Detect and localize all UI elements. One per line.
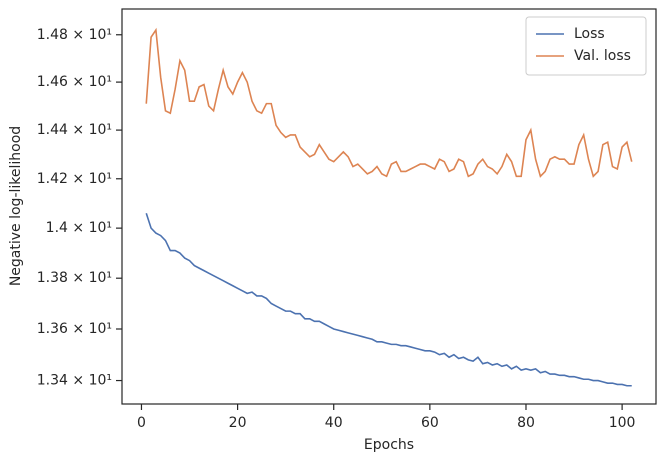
x-tick-label: 20	[229, 415, 247, 431]
y-axis-label: Negative log-likelihood	[8, 126, 24, 286]
legend-label: Loss	[574, 26, 605, 42]
y-tick-label: 1.36 × 10¹	[37, 321, 112, 337]
y-tick-label: 1.4 × 10¹	[46, 220, 112, 236]
y-tick-label: 1.46 × 10¹	[37, 74, 112, 90]
series-line	[145, 213, 632, 387]
legend-label: Val. loss	[574, 48, 631, 64]
plot-frame	[121, 8, 657, 405]
series-line	[145, 27, 633, 178]
y-tick-label: 1.44 × 10¹	[37, 122, 112, 138]
x-axis-label: Epochs	[364, 437, 414, 453]
legend-box	[525, 16, 647, 76]
y-tick-label: 1.42 × 10¹	[37, 171, 112, 187]
x-tick-label: 80	[517, 415, 535, 431]
y-tick-label: 1.38 × 10¹	[37, 270, 112, 286]
y-tick-label: 1.34 × 10¹	[37, 373, 112, 389]
x-tick-label: 40	[325, 415, 343, 431]
x-tick-label: 0	[137, 415, 146, 431]
x-tick-label: 60	[421, 415, 439, 431]
y-tick-label: 1.48 × 10¹	[37, 27, 112, 43]
x-tick-label: 100	[609, 415, 636, 431]
